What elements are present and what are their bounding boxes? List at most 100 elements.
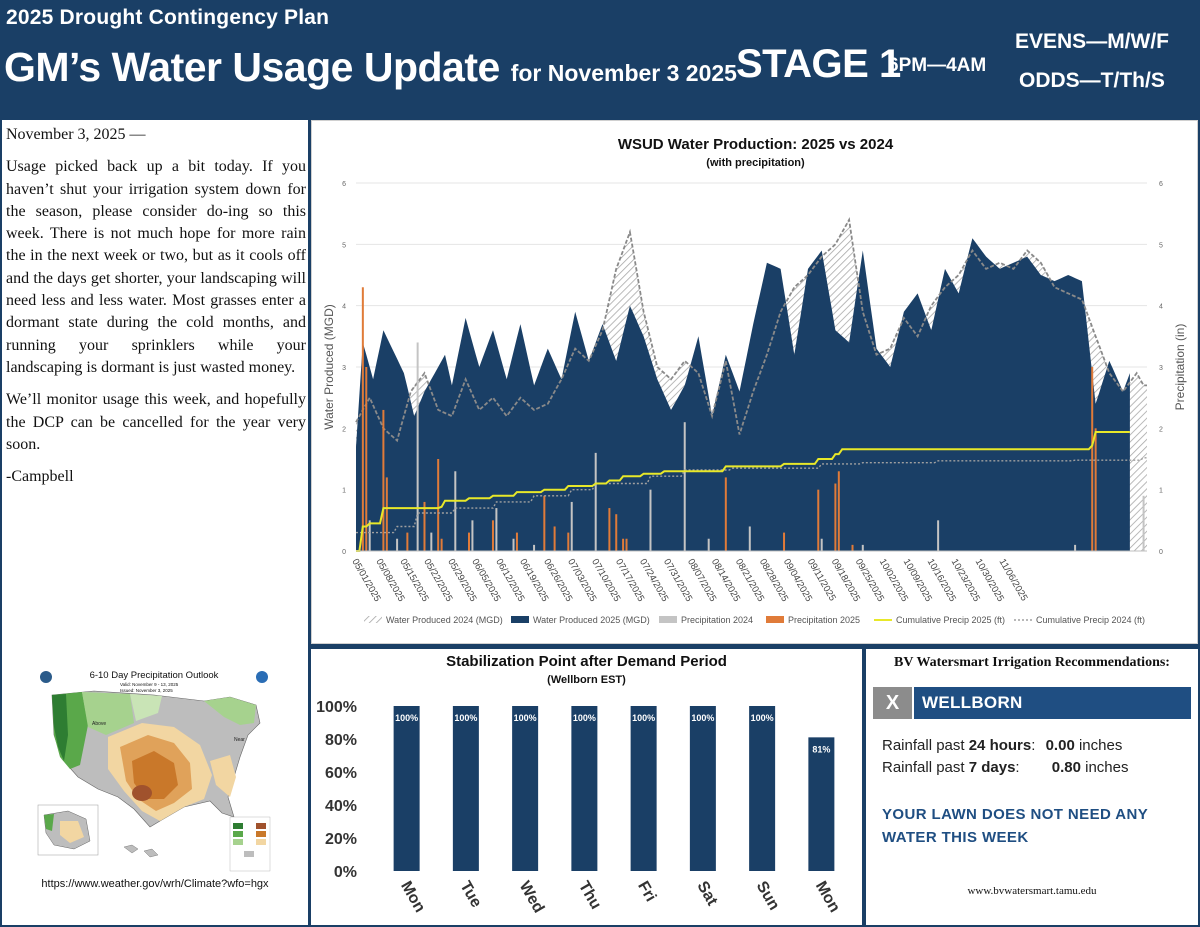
legend-label: Precipitation 2024	[681, 615, 753, 625]
bar-x-tick-label: Wed	[516, 879, 547, 916]
precip-2024-bar	[1074, 544, 1077, 551]
legend-label: Cumulative Precip 2025 (ft)	[896, 615, 1005, 625]
precip-2024-bar	[820, 538, 823, 551]
headline-date: for November 3 2025	[510, 60, 737, 86]
letter-paragraph-2: We’ll monitor usage this week, and hopef…	[6, 391, 306, 453]
bv-url[interactable]: www.bvwatersmart.tamu.edu	[967, 885, 1097, 897]
y-tick-label: 5	[342, 242, 346, 249]
page-title: GM’s Water Usage Update for November 3 2…	[4, 44, 737, 91]
bar	[452, 706, 479, 871]
y-tick-label: 4	[342, 304, 346, 311]
bar-value-label: 100%	[514, 713, 537, 723]
y-tick-label: 1	[342, 488, 346, 495]
precip-2024-bar	[649, 489, 652, 551]
rainfall-24h-row: Rainfall past 24 hours: 0.00 inches	[882, 737, 1122, 754]
y-axis-title: Water Produced (MGD)	[322, 304, 336, 430]
y2-tick-label: 2	[1159, 426, 1163, 433]
rainfall-24h-sep: :	[1031, 737, 1036, 754]
y-tick-label: 3	[342, 365, 346, 372]
stabilization-chart: 0% 20% 40% 60% 80% 100% 100% Mon 100% Tue 100% Wed 1…	[316, 699, 843, 916]
header-banner: 2025 Drought Contingency Plan GM’s Water…	[0, 0, 1200, 118]
precip-2024-bar	[512, 538, 515, 551]
chart-subtitle: (with precipitation)	[706, 157, 805, 169]
series-wp2025-area	[356, 238, 1130, 551]
rainfall-24h-prefix: Rainfall past	[882, 737, 969, 754]
rainfall-7d-period: 7 days	[968, 759, 1016, 776]
series-cum2024-line	[356, 457, 1147, 534]
precip-2024-bar	[861, 544, 864, 551]
bar-y-tick-label: 0%	[334, 864, 357, 881]
rainfall-24h-period: 24 hours	[968, 737, 1032, 754]
bar-y-tick-label: 40%	[325, 798, 357, 815]
bar-chart-title: Stabilization Point after Demand Period	[446, 653, 727, 670]
bar-x-tick-label: Tue	[456, 879, 484, 911]
map-title: 6-10 Day Precipitation Outlook	[90, 670, 219, 681]
bar-y-tick-label: 80%	[325, 732, 357, 749]
precip-2025-bar	[567, 532, 570, 551]
watering-hours: 6PM—4AM	[888, 55, 987, 76]
plan-kicker: 2025 Drought Contingency Plan	[6, 6, 330, 29]
legend-label: Water Produced 2024 (MGD)	[386, 615, 503, 625]
precip-2025-bar	[817, 489, 820, 551]
precip-2025-bar	[440, 538, 443, 551]
precip-2024-bar	[1142, 495, 1145, 551]
y2-tick-label: 1	[1159, 488, 1163, 495]
bar-y-tick-label: 20%	[325, 831, 357, 848]
letter-date: November 3, 2025 —	[6, 126, 146, 143]
precip-2025-bar	[437, 459, 440, 551]
rainfall-7d-row: Rainfall past 7 days: 0.80 inches	[882, 759, 1129, 776]
precip-2025-bar	[406, 532, 409, 551]
bar-y-tick-label: 100%	[316, 699, 357, 716]
noaa-logo-icon	[40, 671, 52, 683]
bar-chart-subtitle: (Wellborn EST)	[547, 674, 626, 686]
bar	[630, 706, 657, 871]
letter-signature: -Campbell	[6, 468, 74, 486]
close-button[interactable]: X	[873, 687, 912, 719]
y2-tick-label: 6	[1159, 181, 1163, 188]
bar-x-tick-label: Fri	[634, 879, 659, 905]
precip-2024-bar	[570, 501, 573, 551]
bar	[749, 706, 776, 871]
y2-axis-title: Precipitation (in)	[1173, 324, 1187, 411]
precip-2024-bar	[396, 538, 399, 551]
production-chart: 0 0 1 1 2 2 3 3 4 4 5 5 6 6 Water Produced (MGD) Precip…	[322, 181, 1187, 625]
rainfall-7d-sep: :	[1015, 759, 1020, 776]
rainfall-24h-value: 0.00	[1045, 737, 1075, 754]
series-wp2024-line	[355, 217, 1147, 443]
stage-label: STAGE 1	[736, 42, 901, 86]
precip-2024-bar	[683, 422, 686, 551]
legend-label: Cumulative Precip 2024 (ft)	[1036, 615, 1145, 625]
legend-swatch	[659, 616, 677, 623]
bar-x-tick-label: Mon	[812, 879, 843, 916]
bar-x-tick-label: Sat	[693, 879, 721, 910]
bar-value-label: 100%	[632, 713, 655, 723]
y2-tick-label: 5	[1159, 242, 1163, 249]
location-label: WELLBORN	[914, 687, 1191, 719]
precip-2025-bar	[837, 471, 840, 551]
bv-title: BV Watersmart Irrigation Recommendations…	[894, 655, 1170, 670]
precip-2024-bar	[495, 508, 498, 551]
legend-label: Water Produced 2025 (MGD)	[533, 615, 650, 625]
bar	[571, 706, 598, 871]
y2-tick-label: 3	[1159, 365, 1163, 372]
bar-value-label: 81%	[812, 744, 830, 754]
bar	[512, 706, 539, 871]
rainfall-24h-unit: inches	[1074, 737, 1123, 754]
precip-2025-bar	[625, 538, 628, 551]
letter-panel: November 3, 2025 — Usage picked back up …	[2, 120, 308, 925]
precip-2025-bar	[1091, 367, 1094, 551]
map-issued: Issued: November 3, 2025	[120, 688, 173, 693]
precip-2024-bar	[430, 532, 433, 551]
rainfall-7d-value: 0.80	[1051, 759, 1081, 776]
precip-2025-bar	[834, 483, 837, 551]
precip-2025-bar	[382, 409, 385, 551]
map-source-url: https://www.weather.gov/wrh/Climate?wfo=…	[41, 878, 269, 890]
precip-2025-bar	[515, 532, 518, 551]
precip-2024-bar	[471, 520, 474, 551]
bar-value-label: 100%	[395, 713, 418, 723]
legend-swatch	[766, 616, 784, 623]
precip-2024-bar	[707, 538, 710, 551]
precip-2025-bar	[851, 544, 854, 551]
legend-label: Precipitation 2025	[788, 615, 860, 625]
precip-2024-bar	[454, 471, 457, 551]
